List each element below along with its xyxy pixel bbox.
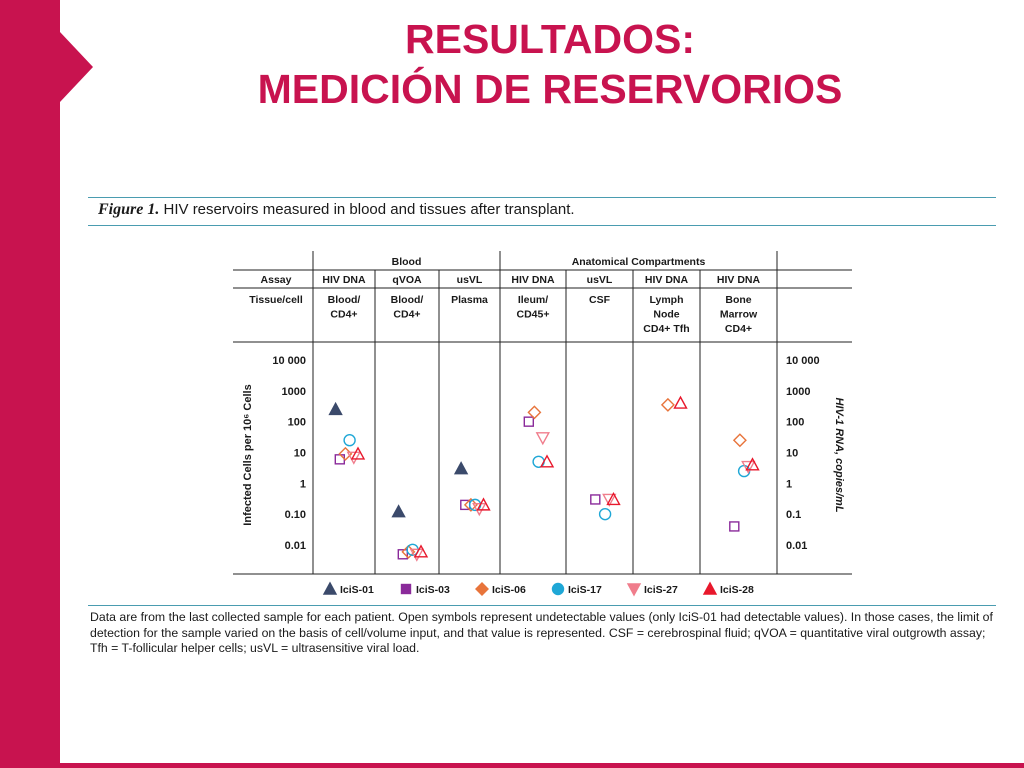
data-point-icis-28 (413, 544, 429, 558)
data-point-icis-28 (539, 454, 555, 468)
data-point-icis-01 (328, 401, 343, 416)
data-point-icis-03 (590, 494, 601, 505)
legend-label-icis-01: IciS-01 (340, 584, 374, 596)
column-assay-label: HIV DNA (645, 274, 689, 286)
column-tissue-label: Blood/ (391, 294, 424, 306)
data-point-icis-27 (602, 493, 617, 507)
column-assay-label: usVL (587, 274, 613, 286)
column-assay-label: HIV DNA (322, 274, 366, 286)
data-point-icis-27 (346, 451, 361, 465)
column-tissue-label: Lymph (649, 294, 683, 306)
column-tissue-label: Blood/ (328, 294, 361, 306)
figure-footnote: Data are from the last collected sample … (90, 610, 993, 655)
legend-marker-icis-06 (475, 582, 489, 596)
data-point-icis-28 (606, 491, 621, 506)
data-point-icis-27 (741, 460, 756, 475)
data-point-icis-17 (532, 455, 545, 468)
caption-top-rule (88, 197, 996, 198)
column-tissue-label: Node (653, 309, 679, 321)
slide-bottom-bar (60, 763, 1024, 768)
data-point-icis-17 (598, 507, 612, 521)
y-tick-right: 100 (786, 417, 804, 429)
slide-title-line1: RESULTADOS: (404, 16, 696, 62)
slide-accent-bar (0, 0, 60, 768)
data-point-icis-06 (463, 497, 478, 512)
figure-caption-text: HIV reservoirs measured in blood and tis… (163, 201, 575, 218)
legend-marker-icis-01 (322, 581, 338, 595)
data-point-icis-03 (397, 549, 408, 560)
y-axis-title-right: HIV-1 RNA, copies/mL (833, 397, 845, 512)
column-tissue-label: CD4+ (393, 309, 420, 321)
data-point-icis-06 (732, 433, 747, 448)
data-point-icis-28 (745, 457, 760, 471)
y-axis-title-left: Infected Cells per 10⁶ Cells (242, 384, 254, 525)
data-point-icis-06 (527, 405, 542, 420)
legend-label-icis-17: IciS-17 (568, 584, 602, 596)
slide-accent-arrow (60, 32, 93, 102)
legend-marker-icis-17 (551, 582, 565, 596)
caption-bottom-rule (88, 225, 996, 226)
column-assay-label: usVL (457, 274, 483, 286)
header-group-label: Blood (392, 256, 422, 268)
footnote-rule (88, 605, 996, 606)
legend-marker-icis-28 (702, 581, 718, 595)
data-point-icis-27 (535, 432, 550, 446)
y-tick-right: 1000 (786, 386, 810, 398)
data-point-icis-17 (343, 434, 356, 447)
y-tick-right: 10 (786, 448, 798, 460)
row-label-tissue: Tissue/cell (249, 294, 303, 306)
column-tissue-label: CSF (589, 294, 611, 306)
data-point-icis-06 (338, 446, 353, 461)
legend-marker-icis-03 (400, 583, 412, 595)
y-tick-right: 0.1 (786, 509, 801, 521)
data-point-icis-01 (453, 461, 469, 475)
legend-label-icis-06: IciS-06 (492, 584, 526, 596)
y-tick-left: 0.01 (285, 540, 306, 552)
figure-caption-label: Figure 1. (98, 201, 160, 218)
legend-label-icis-03: IciS-03 (416, 584, 450, 596)
column-tissue-label: CD4+ (725, 323, 752, 335)
figure-caption: Figure 1. HIV reservoirs measured in blo… (98, 201, 575, 219)
column-assay-label: HIV DNA (717, 274, 761, 286)
y-tick-left: 10 (294, 448, 306, 460)
column-assay-label: qVOA (392, 274, 422, 286)
data-point-icis-01 (391, 504, 406, 518)
row-label-assay: Assay (261, 274, 292, 286)
data-point-icis-17 (468, 498, 482, 512)
data-point-icis-06 (660, 397, 675, 412)
header-group-label: Anatomical Compartments (572, 256, 706, 268)
column-tissue-label: CD4+ Tfh (643, 323, 689, 335)
y-tick-right: 10 000 (786, 355, 820, 367)
data-point-icis-28 (673, 395, 688, 409)
legend-label-icis-28: IciS-28 (720, 584, 754, 596)
y-tick-left: 1000 (282, 386, 306, 398)
column-tissue-label: CD45+ (517, 309, 550, 321)
data-point-icis-03 (334, 454, 345, 465)
data-point-icis-28 (476, 497, 491, 511)
slide-title: RESULTADOS: MEDICIÓN DE RESERVORIOS (150, 14, 950, 114)
column-assay-label: HIV DNA (511, 274, 555, 286)
data-point-icis-03 (729, 521, 740, 532)
y-tick-left: 0.10 (285, 509, 306, 521)
data-point-icis-28 (350, 446, 366, 460)
data-point-icis-03 (523, 416, 534, 427)
y-tick-left: 1 (300, 478, 306, 490)
legend-label-icis-27: IciS-27 (644, 584, 678, 596)
column-tissue-label: Marrow (720, 309, 758, 321)
column-tissue-label: Bone (725, 294, 751, 306)
y-tick-left: 10 000 (272, 355, 306, 367)
y-tick-left: 100 (288, 417, 306, 429)
column-tissue-label: Plasma (451, 294, 488, 306)
column-tissue-label: CD4+ (330, 309, 357, 321)
legend-marker-icis-27 (626, 583, 642, 597)
column-tissue-label: Ileum/ (518, 294, 548, 306)
y-tick-right: 1 (786, 478, 792, 490)
y-tick-right: 0.01 (786, 540, 807, 552)
data-point-icis-27 (409, 548, 424, 562)
slide-title-line2: MEDICIÓN DE RESERVORIOS (257, 66, 843, 112)
